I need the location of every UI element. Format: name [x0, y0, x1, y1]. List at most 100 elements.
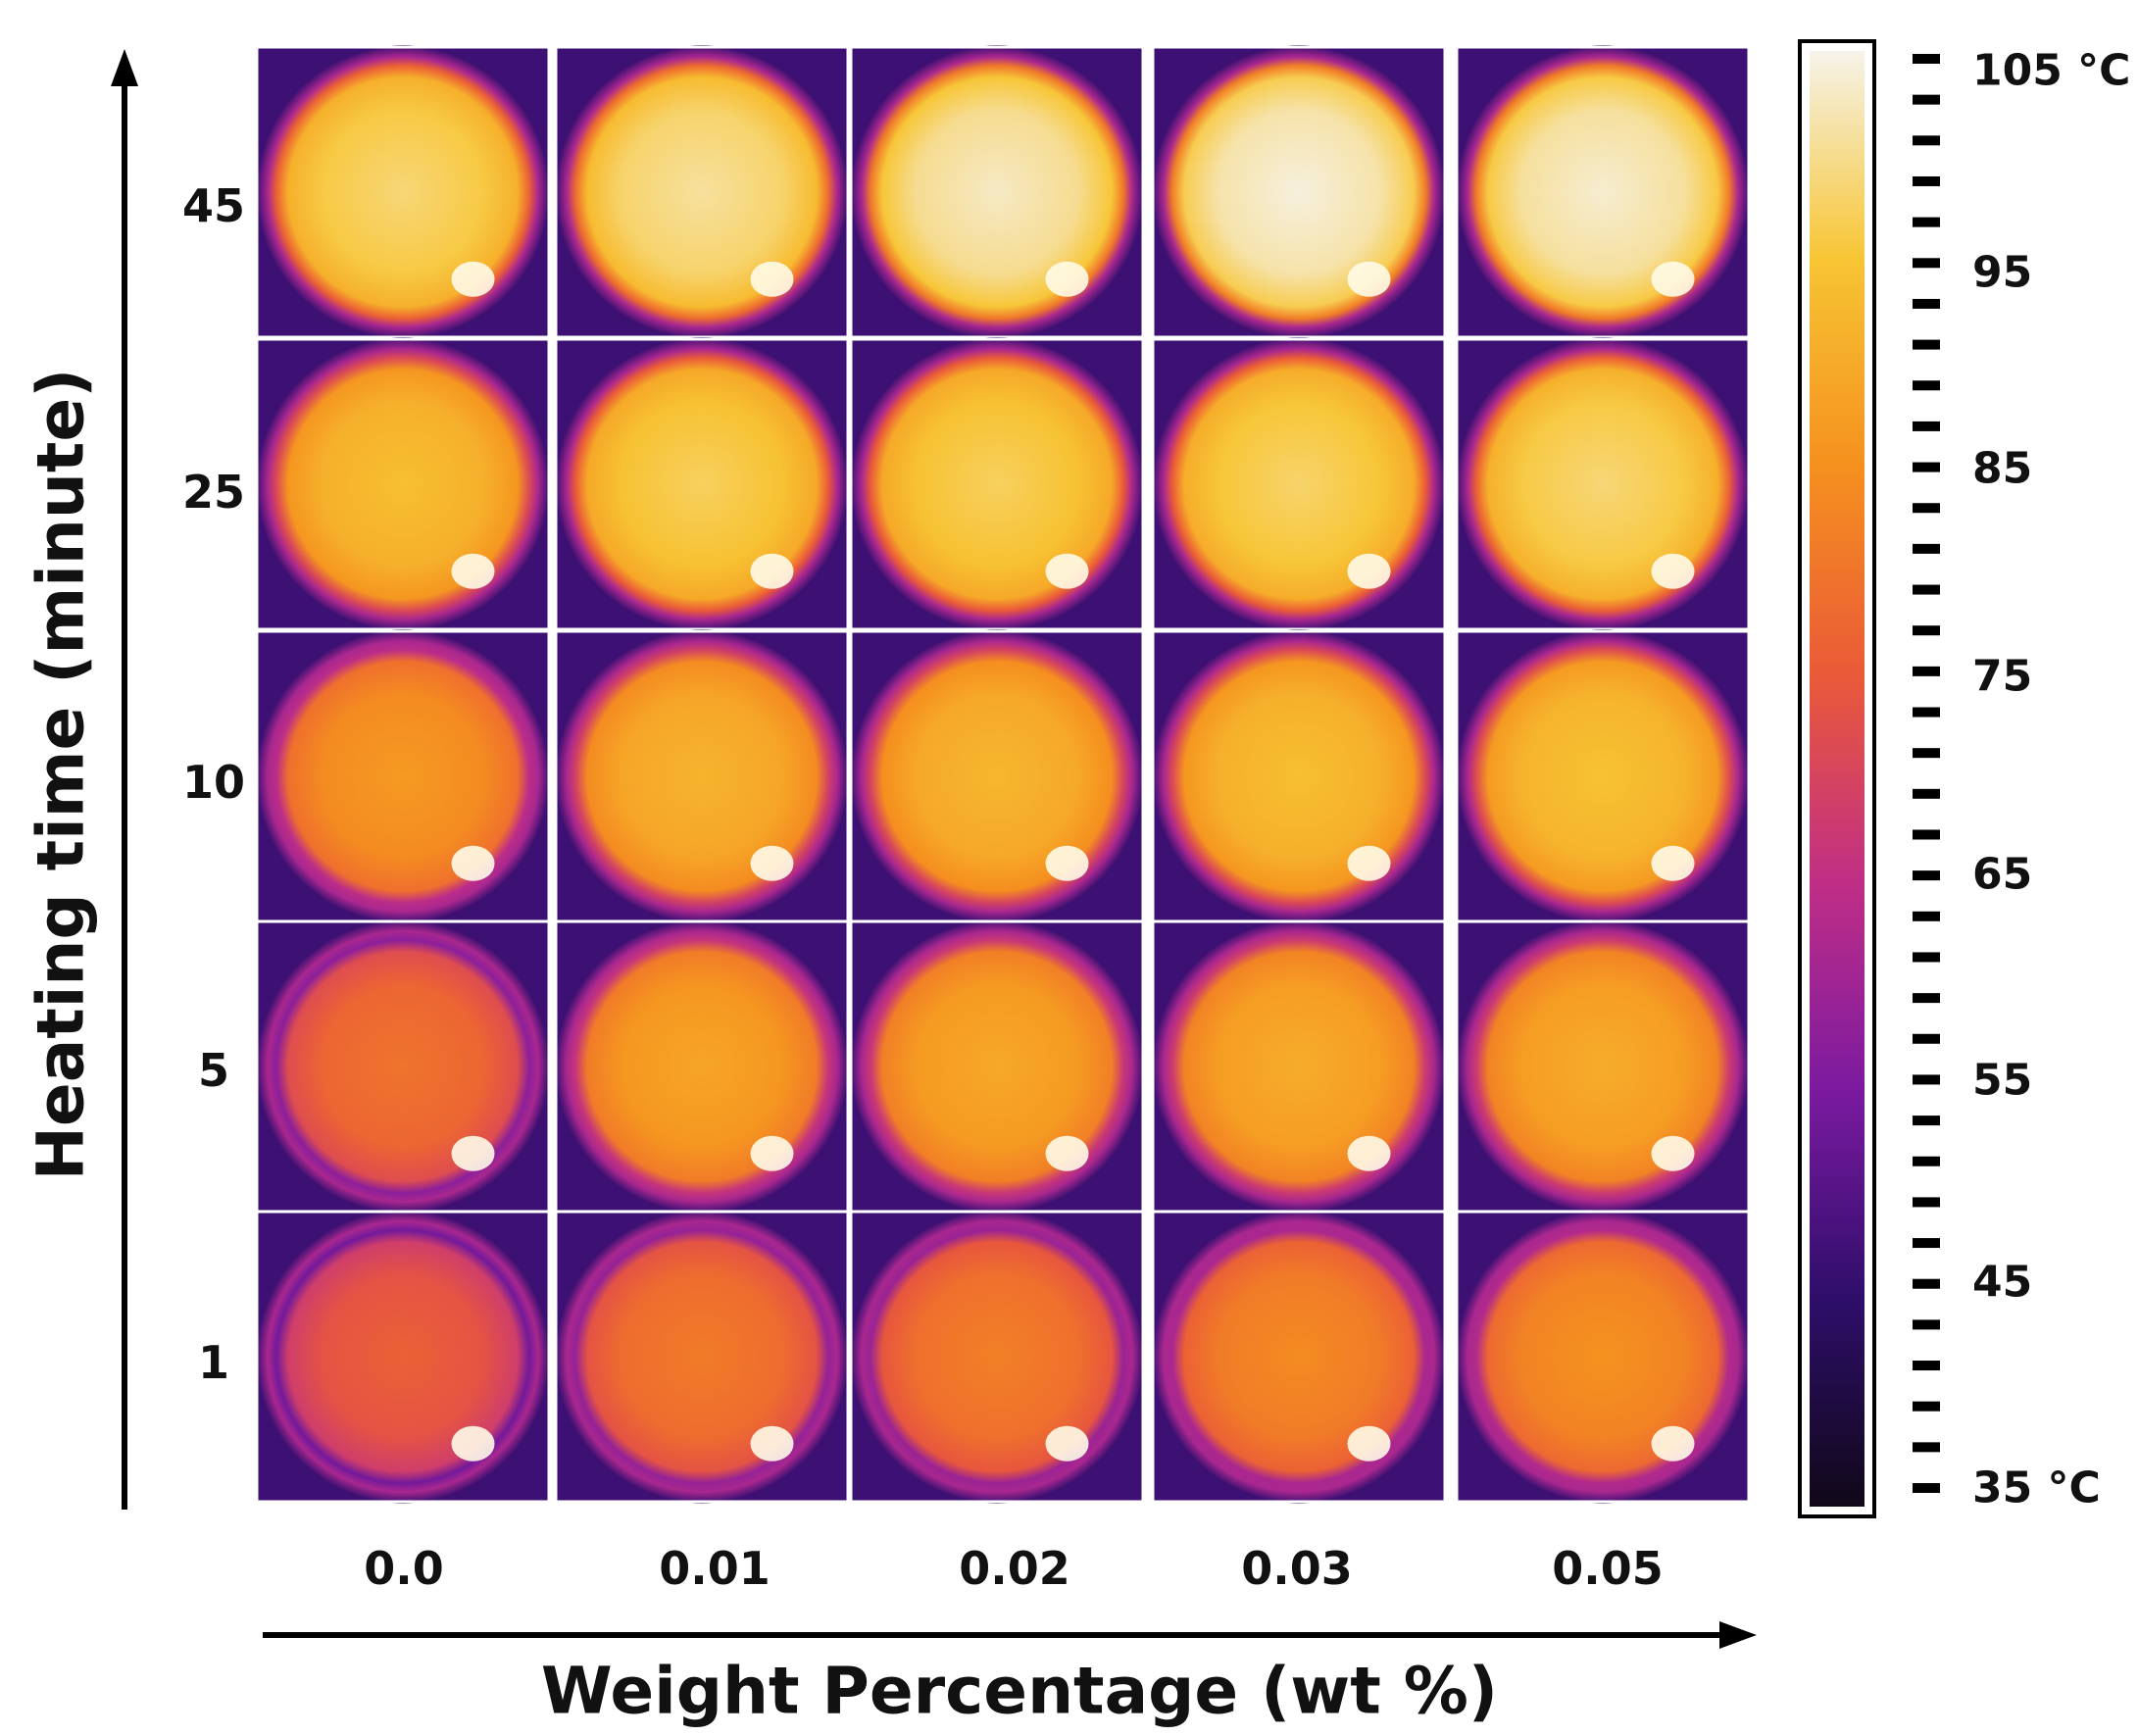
colorbar-tick — [1913, 1033, 1940, 1044]
colorbar-tick — [1913, 748, 1940, 759]
hot-spot — [1651, 553, 1695, 589]
tile-frame — [1151, 1210, 1447, 1504]
x-axis-title: Weight Percentage (wt %) — [540, 1653, 1499, 1729]
thermal-tile — [849, 337, 1145, 631]
hot-spot — [1347, 261, 1391, 297]
heated-sample-disc — [256, 1210, 550, 1504]
hot-spot — [1651, 1425, 1695, 1462]
thermal-tile — [1455, 919, 1751, 1214]
heated-sample-disc — [1152, 1210, 1446, 1504]
colorbar-tick — [1913, 135, 1940, 146]
thermal-tile — [554, 629, 850, 923]
colorbar-tick — [1913, 1238, 1940, 1249]
hot-spot — [451, 261, 495, 297]
colorbar-tick — [1913, 380, 1940, 391]
thermal-tile — [1455, 1210, 1751, 1504]
colorbar-label-35: 35 °C — [1972, 1463, 2101, 1513]
colorbar-tick — [1913, 1319, 1940, 1330]
colorbar-tick — [1913, 829, 1940, 840]
hot-spot — [750, 845, 794, 881]
heated-sample-disc — [850, 1210, 1144, 1504]
y-axis-arrowhead — [111, 49, 138, 86]
heated-sample-disc — [555, 1210, 849, 1504]
colorbar-tick — [1913, 1483, 1940, 1493]
colorbar-tick — [1913, 94, 1940, 105]
thermal-tile — [554, 1210, 850, 1504]
row-label-1: 1 — [197, 1336, 230, 1389]
hot-spot — [750, 1425, 794, 1462]
tile-frame — [554, 1210, 850, 1504]
colorbar-tick — [1913, 1278, 1940, 1289]
colorbar-tick — [1913, 503, 1940, 514]
heated-sample-disc — [850, 337, 1144, 631]
hot-spot — [1347, 1425, 1391, 1462]
colorbar-tick — [1913, 258, 1940, 269]
colorbar-tick — [1913, 1197, 1940, 1208]
colorbar-tick — [1913, 543, 1940, 554]
tile-frame — [255, 1210, 551, 1504]
colorbar-tick — [1913, 175, 1940, 186]
tile-frame — [1455, 1210, 1751, 1504]
thermal-tile — [1455, 629, 1751, 923]
thermal-tile — [554, 919, 850, 1214]
thermal-tile — [1151, 919, 1447, 1214]
thermal-tile — [255, 1210, 551, 1504]
thermal-tile — [255, 45, 551, 339]
heated-sample-disc — [1456, 1210, 1750, 1504]
thermal-tile — [255, 919, 551, 1214]
col-label-0-03: 0.03 — [1241, 1542, 1353, 1595]
y-axis-title: Heating time (minute) — [23, 368, 99, 1181]
colorbar-tick — [1913, 1361, 1940, 1371]
thermal-tile — [849, 629, 1145, 923]
hot-spot — [1347, 845, 1391, 881]
heated-sample-disc — [1456, 629, 1750, 923]
colorbar-tick — [1913, 217, 1940, 227]
colorbar-gradient — [1810, 51, 1865, 1507]
colorbar-tick — [1913, 993, 1940, 1004]
heated-sample-disc — [555, 919, 849, 1214]
hot-spot — [1045, 553, 1089, 589]
hot-spot — [1045, 845, 1089, 881]
colorbar-tick — [1913, 339, 1940, 350]
colorbar-tick — [1913, 788, 1940, 799]
x-axis-arrowhead — [1719, 1621, 1757, 1649]
colorbar-tick — [1913, 421, 1940, 431]
hot-spot — [750, 261, 794, 297]
hot-spot — [1347, 553, 1391, 589]
hot-spot — [750, 553, 794, 589]
colorbar-tick — [1913, 462, 1940, 472]
colorbar-tick — [1913, 911, 1940, 921]
heated-sample-disc — [555, 629, 849, 923]
thermal-tile — [849, 45, 1145, 339]
thermal-tile — [255, 629, 551, 923]
row-label-10: 10 — [181, 756, 246, 809]
colorbar-tick — [1913, 952, 1940, 963]
heated-sample-disc — [1456, 919, 1750, 1214]
colorbar-tick — [1913, 625, 1940, 636]
hot-spot — [451, 553, 495, 589]
thermal-tile — [554, 45, 850, 339]
colorbar-label-45: 45 — [1972, 1257, 2033, 1308]
row-label-5: 5 — [197, 1044, 230, 1097]
colorbar-label-95: 95 — [1972, 247, 2033, 298]
heated-sample-disc — [1456, 45, 1750, 339]
heated-sample-disc — [555, 337, 849, 631]
heated-sample-disc — [555, 45, 849, 339]
thermal-tile — [1151, 629, 1447, 923]
hot-spot — [1651, 261, 1695, 297]
hot-spot — [451, 1425, 495, 1462]
colorbar-tick — [1913, 1156, 1940, 1166]
thermal-tile — [1455, 337, 1751, 631]
colorbar-tick — [1913, 584, 1940, 595]
col-label-0-0: 0.0 — [364, 1542, 444, 1595]
thermal-tile — [1455, 45, 1751, 339]
thermal-tile — [849, 919, 1145, 1214]
hot-spot — [1651, 845, 1695, 881]
tile-frame — [849, 1210, 1145, 1504]
col-label-0-05: 0.05 — [1552, 1542, 1664, 1595]
colorbar-tick — [1913, 1442, 1940, 1453]
hot-spot — [1347, 1135, 1391, 1171]
colorbar-label-75: 75 — [1972, 651, 2033, 702]
colorbar-label-55: 55 — [1972, 1055, 2033, 1106]
col-label-0-02: 0.02 — [959, 1542, 1070, 1595]
